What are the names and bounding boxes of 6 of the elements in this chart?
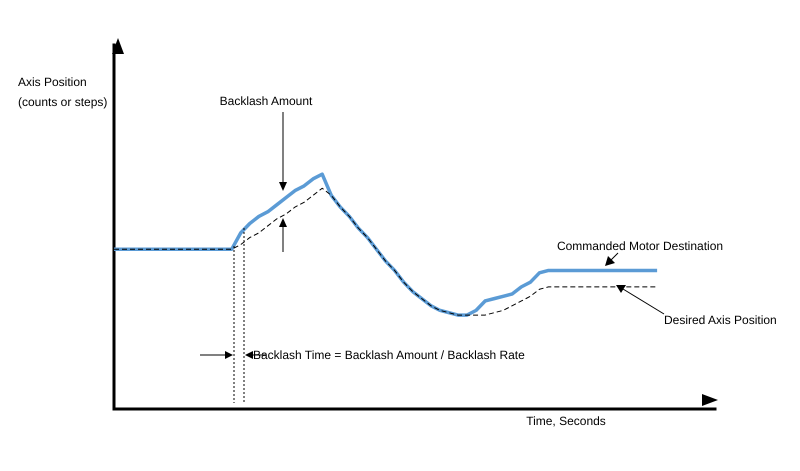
series-label: Commanded Motor Destination	[556, 238, 724, 255]
text: Backlash Amount	[220, 93, 312, 110]
annotation: Backlash Time = Backlash Amount / Backlash Rate	[253, 347, 525, 364]
x-axis-title: Time, Seconds	[526, 413, 606, 430]
text: Desired Axis Position	[664, 312, 777, 329]
text: Axis Position (counts or steps)	[18, 74, 108, 111]
